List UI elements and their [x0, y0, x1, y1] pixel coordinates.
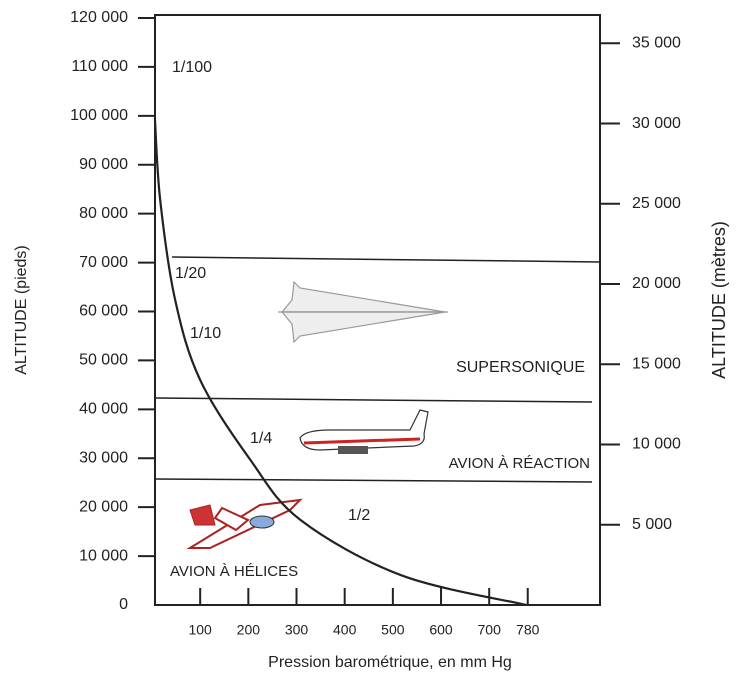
y-axis-label: ALTITUDE (pieds) [13, 245, 30, 375]
zone-label: AVION À RÉACTION [449, 455, 590, 472]
y2-tick-label: 25 000 [632, 195, 681, 212]
supersonic-plane [278, 280, 448, 344]
y-tick-label: 60 000 [79, 303, 128, 320]
y-tick-label: 20 000 [79, 498, 128, 515]
fraction-label: 1/20 [175, 265, 206, 282]
x-tick-label: 300 [285, 622, 309, 638]
y2-tick-label: 35 000 [632, 35, 681, 52]
y2-tick-label: 30 000 [632, 115, 681, 132]
zone-label: AVION À HÉLICES [170, 563, 298, 580]
y2-axis-label: ALTITUDE (mètres) [709, 221, 729, 379]
y-tick-label: 40 000 [79, 401, 128, 418]
x-tick-label: 780 [516, 622, 540, 638]
zone-boundary [171, 256, 601, 263]
fraction-label: 1/2 [348, 507, 370, 524]
y-tick-label: 0 [119, 596, 128, 613]
y-tick-label: 70 000 [79, 254, 128, 271]
y-tick-label: 10 000 [79, 547, 128, 564]
plot-frame [154, 14, 601, 606]
jet-plane [299, 409, 429, 454]
zone-boundary [154, 478, 593, 483]
y2-tick-label: 10 000 [632, 436, 681, 453]
zone-label: SUPERSONIQUE [456, 359, 585, 376]
fraction-label: 1/10 [190, 325, 221, 342]
y-tick-label: 120 000 [70, 9, 128, 26]
x-tick-label: 400 [333, 622, 357, 638]
y2-tick-label: 5 000 [632, 516, 672, 533]
fraction-label: 1/4 [250, 430, 272, 447]
y-tick-label: 100 000 [70, 107, 128, 124]
y-tick-label: 30 000 [79, 449, 128, 466]
x-tick-label: 600 [429, 622, 453, 638]
propeller-plane [186, 498, 303, 549]
x-axis-label: Pression barométrique, en mm Hg [268, 654, 512, 671]
y2-tick-label: 20 000 [632, 275, 681, 292]
y2-tick-label: 15 000 [632, 355, 681, 372]
x-tick-label: 700 [478, 622, 502, 638]
y-tick-label: 110 000 [71, 58, 128, 75]
y-tick-label: 50 000 [79, 352, 128, 369]
x-tick-label: 200 [237, 622, 261, 638]
fraction-label: 1/100 [172, 59, 212, 76]
y-tick-label: 90 000 [79, 156, 128, 173]
pressure-curve [153, 118, 527, 607]
x-tick-label: 100 [188, 622, 212, 638]
y-tick-label: 80 000 [79, 205, 128, 222]
x-tick-label: 500 [381, 622, 405, 638]
zone-boundary [154, 397, 593, 403]
